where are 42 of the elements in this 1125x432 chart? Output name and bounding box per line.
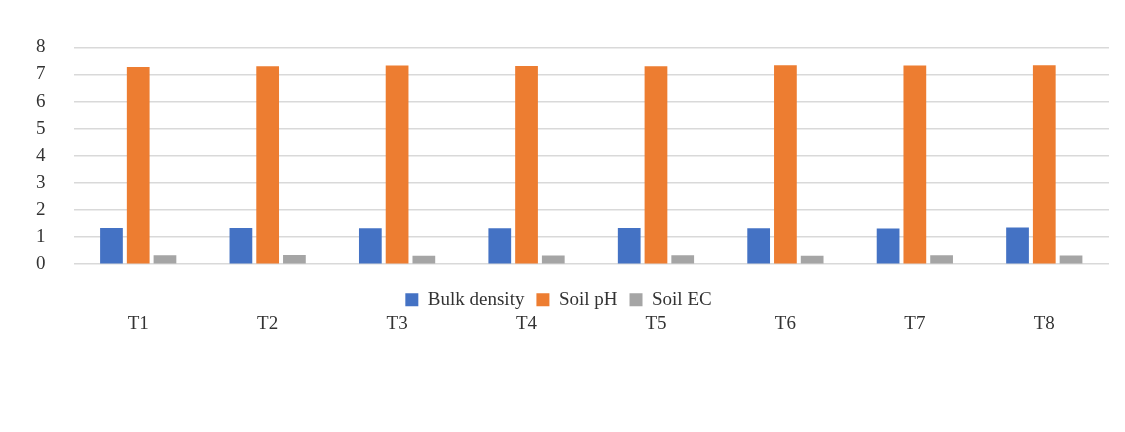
- bar: [800, 255, 824, 264]
- bar: [774, 65, 797, 264]
- bar: [671, 255, 695, 264]
- bar: [229, 227, 253, 264]
- bar: [930, 255, 953, 264]
- bar: [617, 227, 641, 264]
- y-tick-label: 3: [36, 170, 46, 192]
- y-tick-label: 0: [36, 252, 46, 274]
- bar: [412, 255, 436, 264]
- bar: [153, 255, 177, 264]
- bar: [1032, 65, 1056, 264]
- bar: [747, 228, 771, 264]
- x-tick-label: T5: [645, 311, 667, 333]
- y-tick-label: 6: [36, 89, 46, 111]
- y-tick-label: 7: [36, 62, 46, 84]
- bar: [903, 65, 927, 264]
- x-tick-label: T1: [127, 311, 149, 333]
- bar: [256, 66, 280, 264]
- bar: [644, 66, 668, 264]
- y-tick-label: 2: [36, 197, 46, 219]
- y-tick-label: 5: [36, 116, 46, 138]
- bar: [488, 228, 512, 264]
- bar: [283, 254, 306, 264]
- bar: [358, 228, 382, 264]
- bar: [876, 228, 900, 264]
- bar: [1006, 227, 1029, 264]
- y-tick-label: 1: [36, 225, 46, 247]
- bar: [126, 66, 150, 264]
- x-tick-label: T7: [904, 311, 926, 333]
- legend-label: Bulk density: [427, 287, 525, 309]
- x-tick-label: T4: [515, 311, 538, 333]
- y-tick-label: 4: [36, 143, 46, 165]
- x-tick-label: T2: [257, 311, 279, 333]
- bar: [385, 65, 409, 264]
- x-tick-label: T3: [386, 311, 408, 333]
- bar: [515, 66, 538, 264]
- y-tick-label: 8: [36, 35, 46, 57]
- legend-label: Soil pH: [558, 287, 618, 309]
- bar: [100, 227, 123, 264]
- x-tick-label: T8: [1033, 311, 1055, 333]
- x-tick-label: T6: [774, 311, 796, 333]
- legend-label: Soil EC: [652, 287, 712, 309]
